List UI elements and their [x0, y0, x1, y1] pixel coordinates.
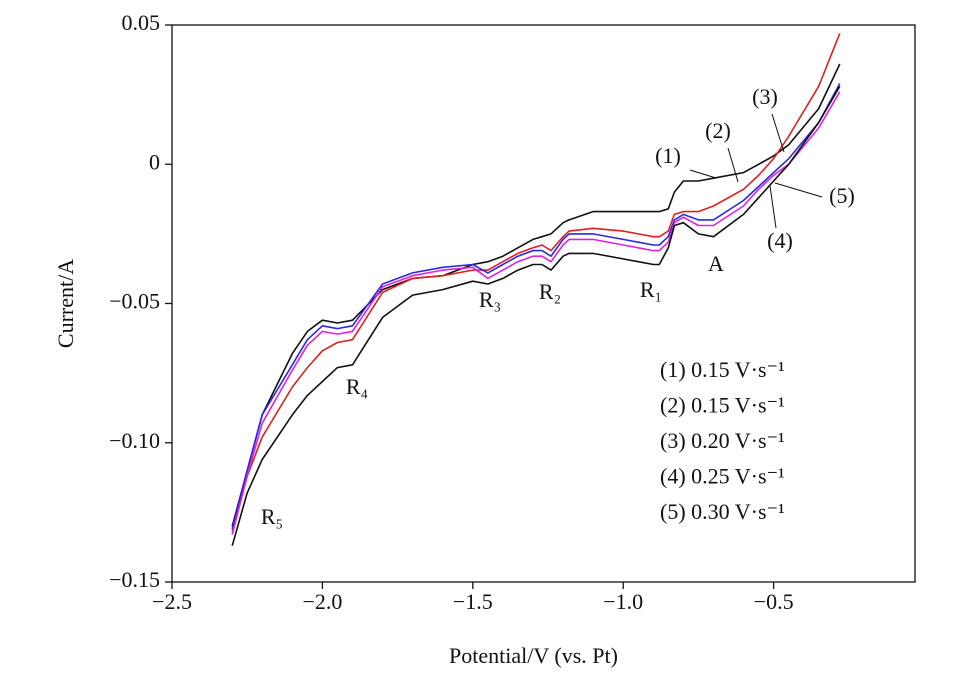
- annotation: R₂: [539, 279, 561, 304]
- annotation: A: [708, 251, 724, 276]
- x-tick-label: −0.5: [754, 589, 794, 614]
- y-tick-label: −0.15: [109, 567, 160, 592]
- x-axis-label: Potential/V (vs. Pt): [449, 643, 618, 668]
- series-line: [231, 91, 841, 535]
- annotation-pointer: [689, 169, 717, 179]
- annotation: R₁: [640, 277, 662, 302]
- x-tick-label: −2.0: [302, 589, 342, 614]
- x-tick-label: −2.5: [152, 589, 192, 614]
- legend-entry: (4) 0.25 V·s⁻¹: [660, 464, 785, 489]
- y-tick-label: −0.10: [109, 428, 160, 453]
- annotation-pointer: [771, 113, 785, 153]
- legend-entry: (3) 0.20 V·s⁻¹: [660, 428, 785, 453]
- annotation: (4): [767, 228, 793, 253]
- annotation: (2): [705, 118, 731, 143]
- annotation-pointer: [769, 185, 777, 229]
- y-tick-label: 0.05: [122, 10, 161, 35]
- x-tick-label: −1.5: [453, 589, 493, 614]
- annotation: R₄: [346, 374, 368, 399]
- annotation-pointer: [727, 147, 739, 183]
- series-line: [231, 83, 841, 530]
- legend-entry: (5) 0.30 V·s⁻¹: [660, 499, 785, 524]
- series-line: [231, 63, 841, 527]
- legend-entry: (2) 0.15 V·s⁻¹: [660, 393, 785, 418]
- legend-entry: (1) 0.15 V·s⁻¹: [660, 357, 785, 382]
- series-line: [231, 33, 841, 533]
- series-line: [231, 85, 841, 547]
- annotation: (3): [752, 84, 778, 109]
- annotation: R₅: [261, 504, 283, 529]
- annotation: (1): [655, 143, 681, 168]
- y-axis-label: Current/A: [53, 259, 78, 348]
- y-tick-label: 0: [149, 149, 160, 174]
- annotation-pointer: [774, 182, 823, 198]
- y-tick-label: −0.05: [109, 289, 160, 314]
- annotation: R₃: [479, 287, 501, 312]
- x-tick-label: −1.0: [603, 589, 643, 614]
- annotation: (5): [829, 183, 855, 208]
